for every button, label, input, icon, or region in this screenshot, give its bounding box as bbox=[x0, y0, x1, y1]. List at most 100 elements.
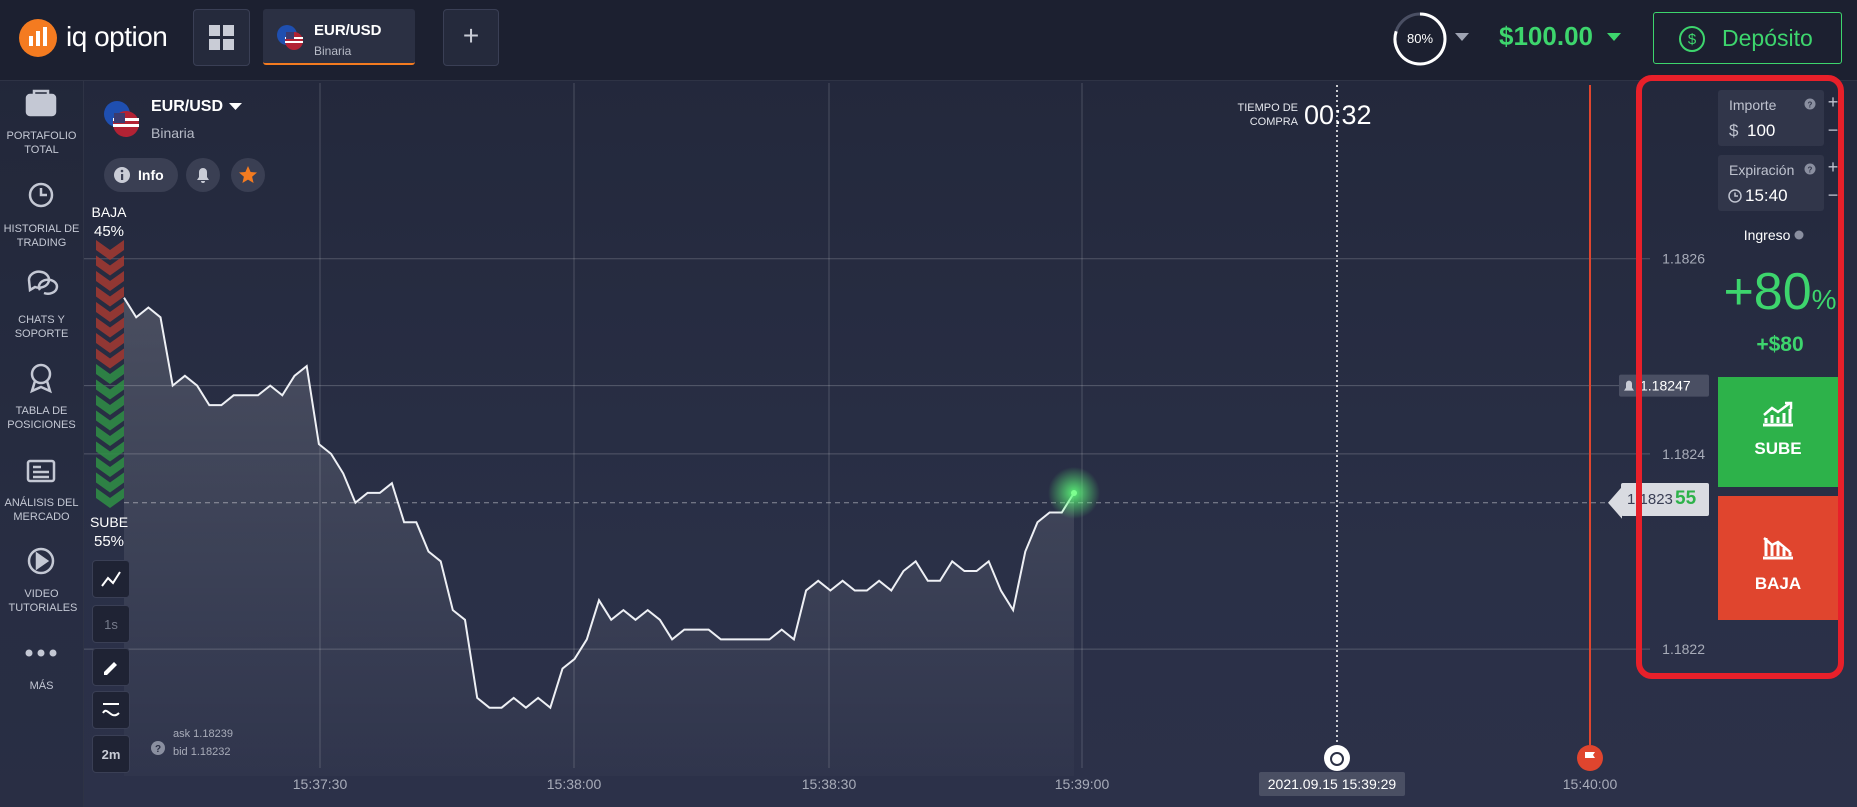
svg-text:?: ? bbox=[155, 744, 161, 755]
y-tick-label: 1.1824 bbox=[1662, 446, 1705, 462]
sentiment-chevron bbox=[96, 255, 124, 276]
sidebar-label: ANÁLISIS DEL MERCADO bbox=[4, 497, 79, 523]
highlight-box bbox=[1636, 75, 1844, 679]
asset-flag bbox=[104, 101, 139, 137]
sentiment-chevron bbox=[96, 317, 124, 338]
income-help-icon[interactable] bbox=[1794, 230, 1804, 240]
amount-input[interactable]: Importe $ 100 ? bbox=[1718, 90, 1824, 146]
sidebar-label: PORTAFOLIO TOTAL bbox=[6, 130, 77, 156]
sentiment-up-label: SUBE bbox=[89, 514, 129, 530]
sidebar-label: CHATS Y SOPORTE bbox=[14, 314, 69, 340]
balance-arrow[interactable] bbox=[1607, 33, 1621, 42]
sidebar-label: MÁS bbox=[29, 680, 54, 692]
sidebar-item[interactable]: MÁS bbox=[0, 679, 83, 693]
sentiment-chevron bbox=[96, 364, 124, 384]
y-tick-label: 1.1822 bbox=[1662, 641, 1705, 657]
call-icon bbox=[1763, 401, 1793, 427]
svg-text:$: $ bbox=[1688, 31, 1697, 48]
grid-icon bbox=[209, 25, 234, 50]
expiry-help-icon[interactable]: ? bbox=[1804, 163, 1816, 175]
sidebar-item[interactable]: ANÁLISIS DEL MERCADO bbox=[0, 496, 83, 524]
alert-label: 1.18247 bbox=[1640, 378, 1691, 394]
expiry-value: 15:40 bbox=[1745, 186, 1788, 205]
sentiment-chevron bbox=[96, 488, 124, 508]
x-tick-label: 15:38:00 bbox=[547, 776, 602, 792]
sentiment-chevron bbox=[96, 472, 124, 493]
price-line bbox=[123, 297, 1075, 710]
expiry-label: Expiración bbox=[1729, 162, 1795, 178]
amount-label: Importe bbox=[1729, 97, 1777, 113]
level-ring bbox=[1393, 12, 1447, 66]
sidebar-label: TABLA DE POSICIONES bbox=[7, 405, 76, 431]
profit: +$80 bbox=[1756, 333, 1804, 356]
draw-icon bbox=[104, 662, 117, 675]
info-button[interactable]: Info bbox=[104, 158, 178, 192]
sidebar-item[interactable]: TABLA DE POSICIONES bbox=[0, 404, 83, 432]
level-text: 80% bbox=[1406, 31, 1434, 46]
logo-text: iq option bbox=[66, 21, 168, 52]
grid-button[interactable] bbox=[193, 9, 250, 66]
sentiment-down-label: BAJA bbox=[91, 204, 127, 220]
balance[interactable]: $100.00 bbox=[1499, 21, 1593, 51]
indicators-button[interactable] bbox=[92, 691, 130, 729]
sentiment-chevron bbox=[96, 348, 124, 369]
deposit-button[interactable]: $ Depósito bbox=[1653, 12, 1842, 64]
amount-minus[interactable]: − bbox=[1827, 120, 1839, 140]
sentiment-chevron bbox=[96, 457, 124, 477]
sentiment-chevron bbox=[96, 379, 124, 400]
logo-icon bbox=[19, 19, 57, 57]
sentiment-chevron bbox=[96, 286, 124, 307]
asset-tab[interactable]: EUR/USD Binaria bbox=[263, 9, 415, 65]
expiry-input[interactable]: Expiración 15:40 ? bbox=[1718, 155, 1824, 211]
income-label: Ingreso bbox=[1724, 227, 1824, 243]
expiry-flag bbox=[1585, 752, 1595, 765]
stopwatch-icon bbox=[1324, 745, 1350, 771]
x-tick-label: 15:38:30 bbox=[802, 776, 857, 792]
draw-button[interactable] bbox=[92, 648, 130, 686]
sidebar-item[interactable]: HISTORIAL DE TRADING bbox=[0, 222, 83, 250]
put-button[interactable]: BAJA bbox=[1718, 496, 1838, 620]
top-bar: iq option EUR/USD Binaria + 80% $100.00 … bbox=[0, 0, 1857, 81]
expiry-minus[interactable]: − bbox=[1827, 185, 1839, 205]
svg-text:?: ? bbox=[1808, 101, 1813, 110]
sidebar-item[interactable]: PORTAFOLIO TOTAL bbox=[0, 129, 83, 157]
amount-help-icon[interactable]: ? bbox=[1804, 98, 1816, 110]
tab-symbol: EUR/USD bbox=[314, 22, 382, 39]
payout: +80% bbox=[1718, 262, 1842, 322]
quote-help-icon[interactable]: ? bbox=[150, 740, 166, 756]
current-price-last: 55 bbox=[1675, 488, 1697, 509]
asset-dropdown[interactable] bbox=[229, 103, 242, 111]
asset-mode: Binaria bbox=[151, 125, 195, 141]
sentiment-chevron bbox=[96, 240, 124, 260]
asset-actions bbox=[186, 158, 265, 192]
sentiment-bar bbox=[96, 240, 124, 508]
current-price-label: 1.1823 55 bbox=[1621, 483, 1709, 516]
sentiment-up-pct: 55% bbox=[93, 533, 125, 550]
sidebar-icons bbox=[25, 89, 59, 657]
info-label: Info bbox=[138, 167, 164, 183]
call-button[interactable]: SUBE bbox=[1718, 377, 1838, 487]
amount-plus[interactable]: + bbox=[1827, 92, 1839, 112]
x-tick-label: 15:37:30 bbox=[293, 776, 348, 792]
period-button[interactable]: 2m bbox=[92, 735, 130, 773]
add-tab-button[interactable]: + bbox=[443, 9, 499, 66]
expiry-plus[interactable]: + bbox=[1827, 157, 1839, 177]
asset-symbol[interactable]: EUR/USD bbox=[151, 98, 224, 115]
alert-bell bbox=[1624, 380, 1634, 391]
indicators-icon bbox=[102, 703, 120, 717]
y-tick-label: 1.1826 bbox=[1662, 251, 1705, 267]
sidebar-item[interactable]: CHATS Y SOPORTE bbox=[0, 313, 83, 341]
income-label-text: Ingreso bbox=[1743, 227, 1791, 243]
sentiment-chevron bbox=[96, 410, 124, 431]
sidebar-item[interactable]: VIDEO TUTORIALES bbox=[0, 587, 83, 615]
timeframe-button[interactable]: 1s bbox=[92, 605, 130, 643]
dropdown-arrow[interactable] bbox=[1455, 33, 1469, 42]
info-icon bbox=[114, 167, 130, 183]
sentiment-chevron bbox=[96, 395, 124, 415]
timer-value: 00:32 bbox=[1304, 100, 1372, 130]
x-tick-label: 15:40:00 bbox=[1563, 776, 1618, 792]
chart-type-icon bbox=[101, 571, 121, 587]
chart-type-button[interactable] bbox=[92, 560, 130, 598]
stopwatch-face bbox=[1330, 752, 1344, 766]
